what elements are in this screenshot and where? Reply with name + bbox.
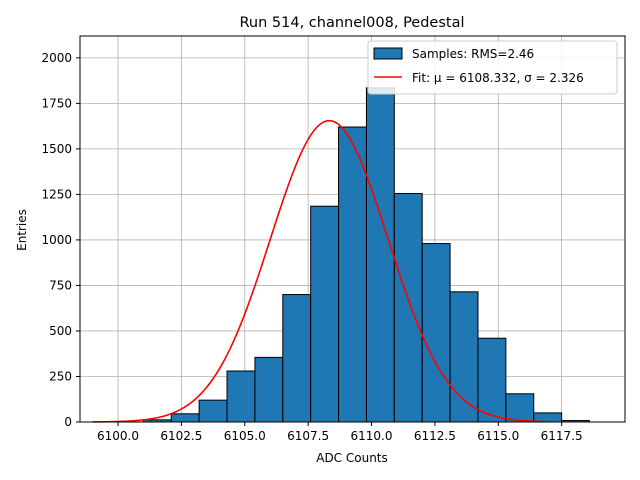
fit-curve-layer bbox=[92, 119, 549, 423]
y-axis-label: Entries bbox=[15, 209, 29, 251]
histogram-bar bbox=[365, 87, 395, 423]
x-tick-label: 6102.5 bbox=[160, 429, 202, 443]
histogram-bar bbox=[449, 291, 479, 423]
legend-swatch-samples bbox=[373, 47, 403, 60]
y-axis-ticks: 0 250 500 750 1000 1250 1500 1750 2000 bbox=[41, 51, 80, 429]
histogram-bar bbox=[282, 294, 312, 423]
y-tick-label: 1250 bbox=[41, 187, 72, 201]
x-tick-label: 6100.0 bbox=[97, 429, 139, 443]
legend-label-fit: Fit: μ = 6108.332, σ = 2.326 bbox=[412, 71, 584, 85]
y-tick-label: 250 bbox=[49, 369, 72, 383]
y-tick-label: 1500 bbox=[41, 142, 72, 156]
x-tick-label: 6107.5 bbox=[287, 429, 329, 443]
histogram-bar bbox=[477, 337, 507, 423]
y-tick-label: 1750 bbox=[41, 96, 72, 110]
x-tick-label: 6110.0 bbox=[351, 429, 393, 443]
y-tick-label: 750 bbox=[49, 278, 72, 292]
histogram-bar bbox=[505, 393, 535, 423]
legend: Samples: RMS=2.46 Fit: μ = 6108.332, σ =… bbox=[367, 40, 618, 95]
x-axis-label: ADC Counts bbox=[316, 451, 388, 465]
x-tick-label: 6112.5 bbox=[414, 429, 456, 443]
x-tick-label: 6117.5 bbox=[541, 429, 583, 443]
fit-curve bbox=[92, 119, 549, 423]
histogram-bar bbox=[254, 356, 284, 423]
x-axis-ticks: 6100.0 6102.5 6105.0 6107.5 6110.0 6112.5 6115… bbox=[97, 422, 583, 443]
legend-box bbox=[367, 40, 618, 95]
histogram-bar bbox=[226, 370, 256, 423]
x-tick-label: 6115.0 bbox=[477, 429, 519, 443]
y-tick-label: 2000 bbox=[41, 51, 72, 65]
x-tick-label: 6105.0 bbox=[224, 429, 266, 443]
legend-label-samples: Samples: RMS=2.46 bbox=[412, 47, 534, 61]
plot-frame bbox=[79, 35, 626, 423]
chart-title: Run 514, channel008, Pedestal bbox=[239, 15, 464, 31]
y-tick-label: 1000 bbox=[41, 233, 72, 247]
histogram-bar bbox=[310, 205, 340, 423]
histogram-bar bbox=[421, 243, 451, 423]
histogram-bar bbox=[198, 399, 228, 423]
y-tick-label: 500 bbox=[49, 324, 72, 338]
histogram-bar bbox=[393, 192, 423, 423]
histogram-bars bbox=[142, 87, 591, 423]
y-tick-label: 0 bbox=[64, 415, 72, 429]
histogram-bar bbox=[170, 413, 200, 423]
histogram-bar bbox=[338, 126, 367, 423]
